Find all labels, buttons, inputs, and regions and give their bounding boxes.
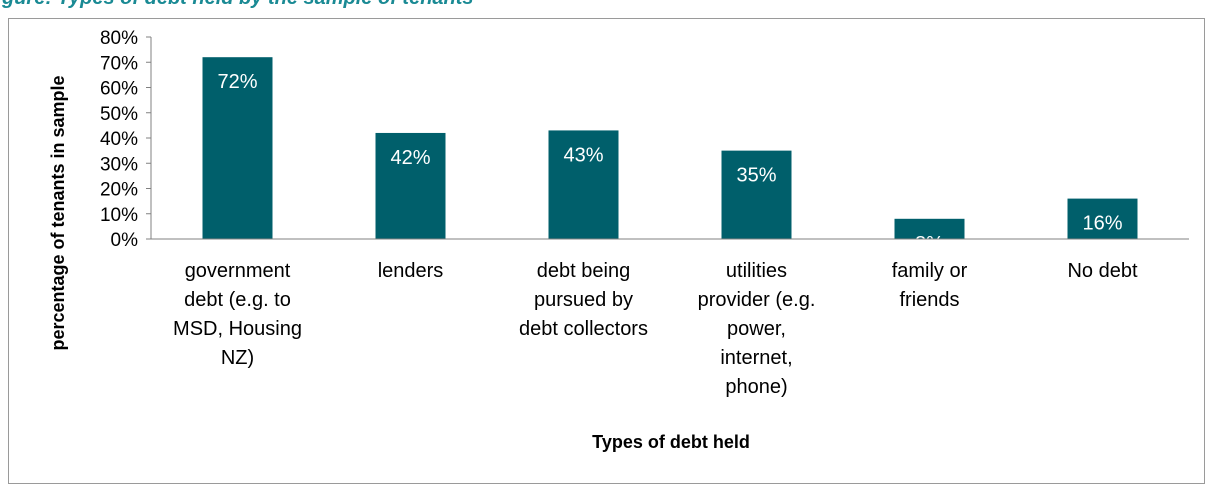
- y-tick-label: 40%: [100, 129, 138, 150]
- x-tick-label: lenders: [378, 260, 444, 282]
- x-tick-label: No debt: [1067, 260, 1137, 282]
- y-tick-label: 60%: [100, 79, 138, 100]
- y-axis-label: percentage of tenants in sample: [48, 75, 68, 350]
- figure-title: gure: Types of debt held by the sample o…: [2, 0, 474, 10]
- x-tick-label: government debt (e.g. to MSD, Housing NZ): [173, 260, 302, 369]
- bar-data-label: 8%: [915, 233, 944, 255]
- x-axis-tick-labels: government debt (e.g. to MSD, Housing NZ) le…: [173, 260, 1138, 398]
- bar-chart: 0% 10% 20% 30% 40% 50% 60% 70% 80% 72% 42% 43% 35% 8…: [48, 28, 1189, 452]
- x-tick-label: utilities provider (e.g. power, internet, ph…: [698, 260, 816, 398]
- x-axis-label: Types of debt held: [592, 432, 750, 452]
- bar: [1067, 198, 1138, 239]
- y-tick-label: 80%: [100, 28, 138, 49]
- bar: [202, 57, 273, 240]
- bars: 72% 42% 43% 35% 8% 16%: [202, 57, 1138, 255]
- bar: [721, 150, 792, 239]
- y-tick-label: 70%: [100, 53, 138, 74]
- chart-frame: 0% 10% 20% 30% 40% 50% 60% 70% 80% 72% 42% 43% 35% 8…: [8, 18, 1205, 484]
- bar-data-label: 42%: [390, 147, 430, 169]
- x-tick-label: family or friends: [892, 260, 968, 311]
- bar-data-label: 72%: [217, 71, 257, 93]
- y-tick-label: 20%: [100, 180, 138, 201]
- y-tick-label: 10%: [100, 205, 138, 226]
- bar: [894, 218, 965, 239]
- bar: [375, 132, 446, 239]
- bar: [548, 130, 619, 239]
- y-tick-label: 30%: [100, 154, 138, 175]
- bar-data-label: 35%: [736, 165, 776, 187]
- y-tick-label: 50%: [100, 104, 138, 125]
- x-tick-label: debt being pursued by debt collectors: [519, 260, 648, 340]
- bar-data-label: 43%: [563, 144, 603, 166]
- y-axis-ticks: 0% 10% 20% 30% 40% 50% 60% 70% 80%: [100, 28, 151, 251]
- bar-data-label: 16%: [1082, 213, 1122, 235]
- y-tick-label: 0%: [111, 230, 139, 251]
